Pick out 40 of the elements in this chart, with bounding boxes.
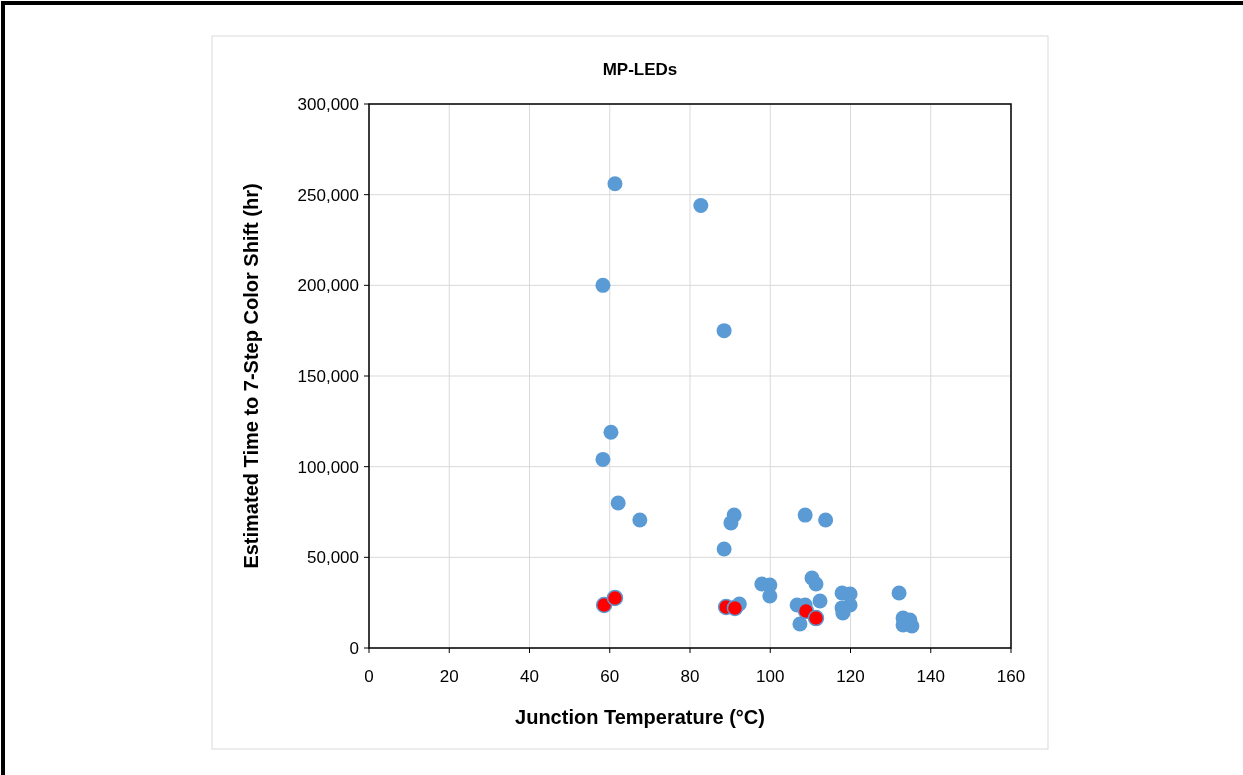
y-tick-label: 0 (349, 639, 359, 658)
point (792, 616, 808, 632)
x-tick-label: 140 (916, 667, 945, 686)
y-tick-label: 300,000 (297, 95, 359, 114)
chart-title: MP-LEDs (602, 60, 678, 79)
y-tick-label: 50,000 (307, 548, 359, 568)
point (726, 599, 744, 617)
point (797, 507, 813, 523)
y-tick-label: 150,000 (297, 367, 359, 386)
x-tick-label: 0 (364, 667, 374, 686)
point (891, 585, 907, 601)
x-tick-label: 60 (600, 667, 620, 686)
point (723, 515, 739, 531)
point (716, 323, 732, 339)
x-tick-label: 120 (836, 667, 865, 686)
point (632, 512, 648, 528)
point (693, 198, 709, 214)
point (606, 589, 624, 607)
x-tick-label: 80 (680, 667, 700, 686)
x-tick-label: 160 (996, 667, 1026, 686)
x-tick-label: 100 (756, 667, 785, 686)
point (807, 609, 825, 627)
y-axis-title: Estimated Time to 7-Step Color Shift (hr) (240, 183, 262, 569)
point (812, 593, 828, 609)
point (818, 512, 834, 528)
y-tick-label: 250,000 (297, 185, 359, 205)
x-axis-title: Junction Temperature (°C) (515, 706, 765, 728)
point (595, 277, 611, 293)
point (610, 495, 626, 511)
point (607, 176, 623, 192)
y-tick-label: 200,000 (297, 276, 359, 296)
x-tick-label: 40 (520, 667, 539, 686)
point (595, 451, 611, 467)
point (904, 618, 920, 634)
point (716, 541, 732, 557)
point (603, 424, 619, 440)
point (762, 588, 778, 604)
y-tick-label: 100,000 (297, 457, 359, 477)
x-tick-label: 20 (439, 667, 459, 686)
point (808, 576, 824, 592)
